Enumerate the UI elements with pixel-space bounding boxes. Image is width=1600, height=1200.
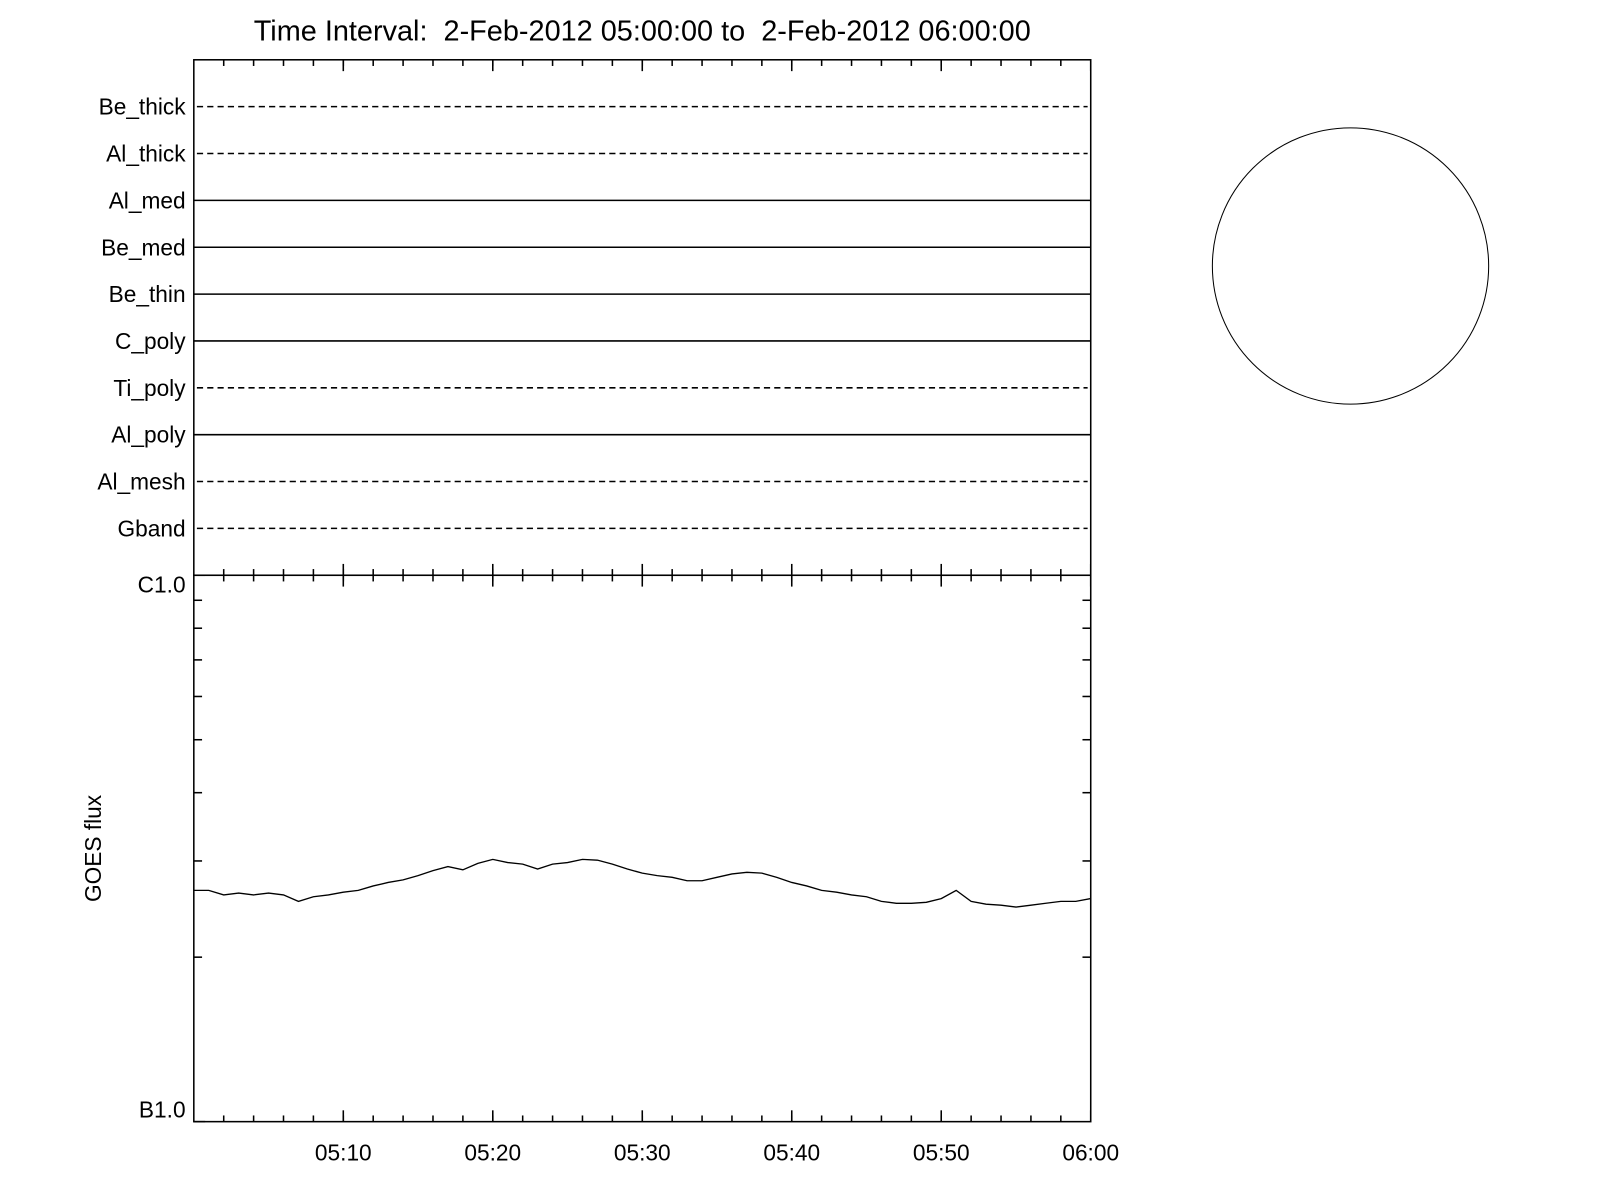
- x-tick-label: 05:40: [763, 1140, 820, 1166]
- x-tick-label: 05:20: [464, 1140, 521, 1166]
- y-axis-label: GOES flux: [80, 794, 106, 902]
- row-label: C_poly: [115, 328, 186, 354]
- x-tick-label: 06:00: [1062, 1140, 1119, 1166]
- flux-line: [193, 858, 1091, 908]
- row-label: Be_thick: [99, 94, 187, 120]
- row-label: Be_thin: [109, 281, 186, 307]
- y-tick-label: B1.0: [139, 1096, 186, 1122]
- row-label: Gband: [117, 515, 185, 541]
- row-label: Be_med: [101, 234, 185, 260]
- row-label: Ti_poly: [113, 375, 186, 401]
- y-tick-label: C1.0: [138, 572, 186, 598]
- row-label: Al_mesh: [97, 469, 185, 495]
- x-tick-label: 05:10: [315, 1140, 372, 1166]
- sun-disk: [1211, 127, 1490, 405]
- row-label: Al_thick: [106, 141, 186, 167]
- x-tick-label: 05:30: [614, 1140, 671, 1166]
- x-tick-label: 05:50: [913, 1140, 970, 1166]
- chart-title: Time Interval: 2-Feb-2012 05:00:00 to 2-…: [254, 16, 1031, 48]
- row-label: Al_med: [109, 187, 186, 213]
- row-label: Al_poly: [111, 422, 186, 448]
